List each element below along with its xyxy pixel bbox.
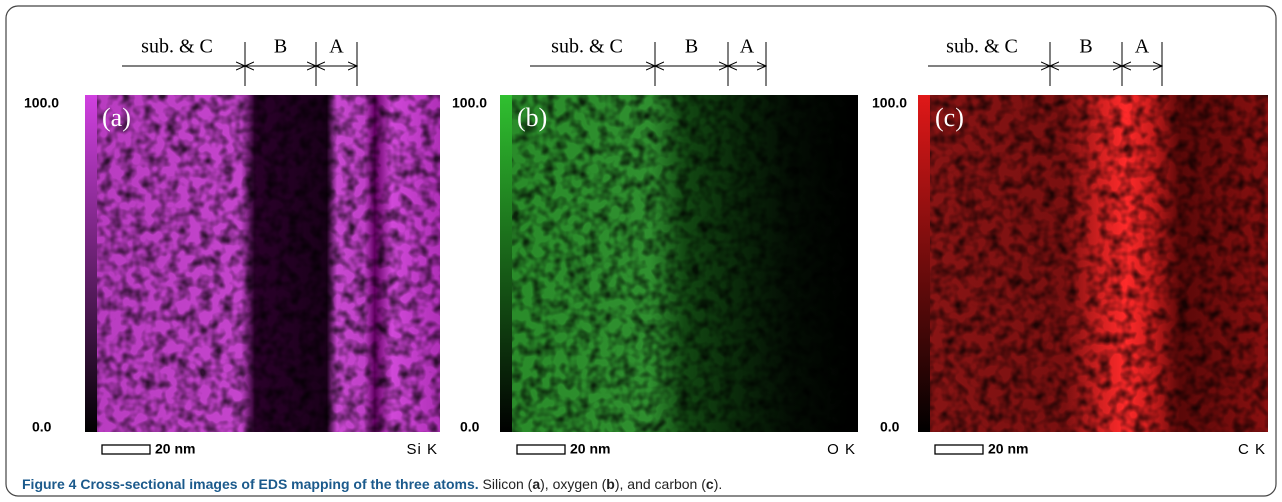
panel-label: (b) bbox=[517, 103, 547, 132]
caption: Figure 4 Cross-sectional images of EDS m… bbox=[22, 476, 722, 492]
scale-length: 20 nm bbox=[570, 441, 610, 457]
scale-max: 100.0 bbox=[872, 95, 907, 111]
caption-text: ), and carbon ( bbox=[614, 476, 706, 492]
caption-title: Figure 4 Cross-sectional images of EDS m… bbox=[22, 476, 479, 492]
colorbar bbox=[500, 95, 512, 432]
map-texture bbox=[97, 95, 440, 432]
caption-text: ). bbox=[713, 476, 723, 492]
scale-min: 0.0 bbox=[460, 419, 480, 435]
region-label: B bbox=[274, 36, 287, 58]
map-texture bbox=[930, 95, 1268, 432]
region-label: A bbox=[329, 36, 344, 58]
element-label: O K bbox=[827, 441, 856, 458]
scale-bar bbox=[516, 444, 566, 455]
region-label: sub. & C bbox=[946, 36, 1018, 58]
panel-label: (a) bbox=[102, 103, 131, 132]
scale-bar bbox=[934, 444, 984, 455]
frame bbox=[5, 5, 1277, 497]
scale-length: 20 nm bbox=[155, 441, 195, 457]
scale-min: 0.0 bbox=[880, 419, 900, 435]
scale-min: 0.0 bbox=[32, 419, 52, 435]
region-label: B bbox=[1079, 36, 1092, 58]
element-label: C K bbox=[1238, 441, 1266, 458]
caption-text: Silicon ( bbox=[482, 476, 533, 492]
colorbar bbox=[85, 95, 97, 432]
scale-length: 20 nm bbox=[988, 441, 1028, 457]
region-label: B bbox=[685, 36, 698, 58]
scale-max: 100.0 bbox=[452, 95, 487, 111]
scale-bar bbox=[101, 444, 151, 455]
region-label: sub. & C bbox=[141, 36, 213, 58]
region-label: A bbox=[1135, 36, 1150, 58]
region-label: sub. & C bbox=[551, 36, 623, 58]
scale-max: 100.0 bbox=[24, 95, 59, 111]
caption-text: b bbox=[606, 476, 615, 492]
region-label: A bbox=[740, 36, 755, 58]
map-texture bbox=[512, 95, 858, 432]
caption-text: c bbox=[705, 476, 714, 492]
colorbar bbox=[918, 95, 930, 432]
element-label: Si K bbox=[406, 441, 438, 458]
panel-label: (c) bbox=[935, 103, 964, 132]
caption-text: a bbox=[532, 476, 541, 492]
caption-text: ), oxygen ( bbox=[540, 476, 607, 492]
